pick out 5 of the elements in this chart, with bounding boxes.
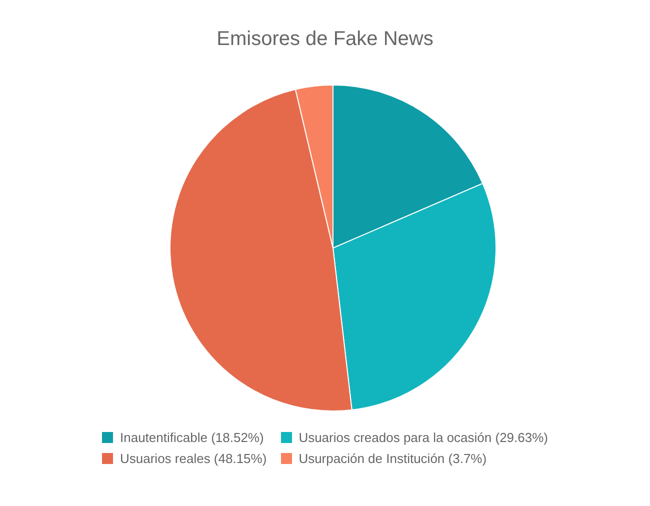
legend-label: Usurpación de Institución (3.7%) xyxy=(298,451,487,466)
legend-label: Usuarios reales (48.15%) xyxy=(120,451,267,466)
legend-label: Inautentificable (18.52%) xyxy=(120,430,264,445)
legend-label: Usuarios creados para la ocasión (29.63%) xyxy=(298,430,548,445)
chart-title: Emisores de Fake News xyxy=(216,28,434,51)
